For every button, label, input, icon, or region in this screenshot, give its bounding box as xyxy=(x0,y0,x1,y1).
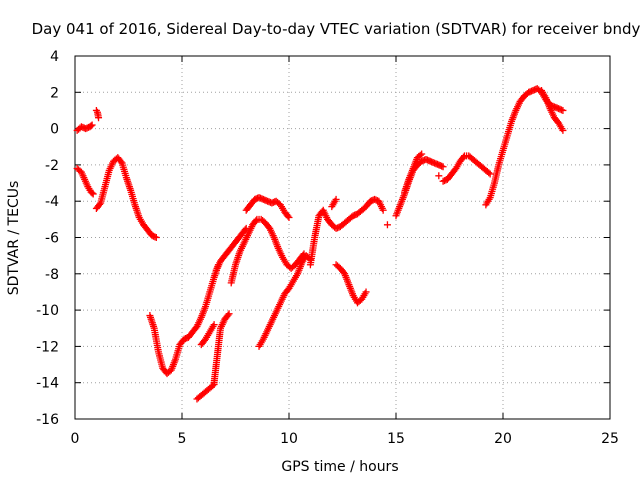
y-tick-label: -4 xyxy=(45,194,59,210)
data-point xyxy=(379,206,387,214)
data-point xyxy=(435,172,443,180)
data-point xyxy=(383,221,391,229)
data-point xyxy=(88,121,96,129)
data-point xyxy=(362,288,370,296)
y-axis-label: SDTVAR / TECUs xyxy=(6,181,22,296)
data-point xyxy=(285,214,293,222)
data-point xyxy=(416,151,424,159)
y-tick-label: 4 xyxy=(50,49,59,65)
data-point xyxy=(209,382,217,390)
data-point xyxy=(152,234,160,241)
x-tick-label: 0 xyxy=(71,431,80,447)
data-point xyxy=(284,212,292,220)
y-tick-label: -12 xyxy=(36,339,59,355)
plot-frame xyxy=(74,55,611,420)
x-axis-label: GPS time / hours xyxy=(281,459,398,475)
data-point xyxy=(96,200,104,208)
data-point xyxy=(459,153,467,161)
x-tick-label: 5 xyxy=(178,431,187,447)
y-tick-label: -16 xyxy=(36,412,59,428)
x-tick-label: 15 xyxy=(387,431,405,447)
data-point xyxy=(559,106,567,114)
x-tick-label: 10 xyxy=(280,431,298,447)
data-point xyxy=(224,311,232,319)
y-tick-label: -10 xyxy=(36,303,59,319)
data-point xyxy=(89,190,97,198)
data-points xyxy=(73,85,567,403)
data-point xyxy=(225,310,233,318)
y-tick-label: 2 xyxy=(50,85,59,101)
data-point xyxy=(485,169,493,177)
data-point xyxy=(117,158,125,166)
y-tick-label: -8 xyxy=(45,267,59,283)
data-point xyxy=(87,122,95,130)
x-tick-label: 20 xyxy=(494,431,512,447)
y-tick-label: -2 xyxy=(45,158,59,174)
y-tick-label: -14 xyxy=(36,376,59,392)
data-point xyxy=(88,189,96,197)
data-point xyxy=(95,114,103,122)
data-point xyxy=(559,126,567,134)
data-point xyxy=(332,195,340,203)
data-point xyxy=(439,163,447,171)
data-point xyxy=(418,150,426,158)
x-tick-label: 25 xyxy=(601,431,619,447)
chart-title: Day 041 of 2016, Sidereal Day-to-day VTE… xyxy=(32,20,640,38)
y-tick-label: 0 xyxy=(50,122,59,138)
data-point xyxy=(210,321,218,329)
data-point xyxy=(486,170,494,178)
data-point xyxy=(252,217,260,225)
y-tick-label: -6 xyxy=(45,231,59,247)
grid xyxy=(75,56,610,419)
